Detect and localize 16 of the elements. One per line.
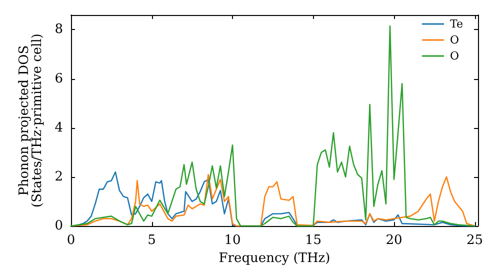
y-tick-label: 0	[54, 218, 63, 234]
x-tick-label: 20	[386, 233, 402, 248]
x-axis-title: Frequency (THz)	[218, 250, 330, 266]
x-tick-label: 0	[66, 233, 76, 248]
y-axis-title: Phonon projected DOS (States/THz·primitive cell)	[16, 33, 45, 208]
legend-label: O	[450, 34, 460, 46]
legend-label: Te	[450, 18, 463, 30]
x-tick-label: 15	[304, 233, 322, 248]
x-tick-label: 5	[148, 233, 156, 248]
x-tick-label: 25	[466, 233, 484, 248]
y-tick-label: 4	[54, 120, 63, 136]
y-tick-label: 8	[54, 22, 63, 38]
y-tick-label: 6	[54, 71, 63, 86]
legend-label: O	[450, 50, 460, 62]
y-tick-label: 2	[54, 169, 63, 184]
x-tick-label: 10	[224, 233, 241, 248]
